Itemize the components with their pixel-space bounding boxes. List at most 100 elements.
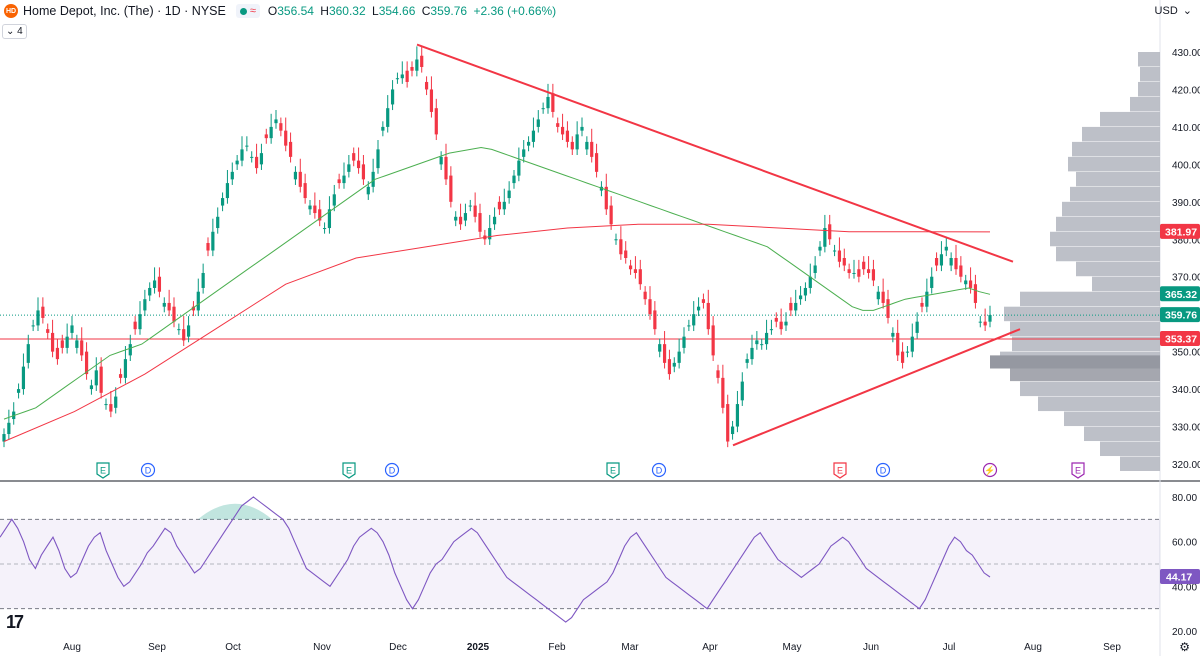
earnings-marker-icon <box>833 462 847 479</box>
gear-icon[interactable]: ⚙ <box>1179 640 1190 654</box>
candle-body <box>468 205 472 207</box>
candle-body <box>303 183 307 199</box>
candle-body <box>983 321 987 326</box>
chevron-down-icon: ⌄ <box>1182 5 1192 17</box>
price-label-text: 381.97 <box>1165 226 1197 238</box>
volume-profile-bar <box>1076 261 1160 277</box>
time-tick-label: Dec <box>389 642 407 653</box>
volume-profile-bar <box>1056 216 1160 232</box>
candle-body <box>692 314 696 326</box>
symbol-logo[interactable]: HD <box>4 4 18 18</box>
price-tick-label: 410.00 <box>1172 123 1200 134</box>
candle-body <box>959 265 963 277</box>
rsi-tick-label: 20.00 <box>1172 627 1197 638</box>
candle-body <box>735 404 740 427</box>
rsi-tick-label: 60.00 <box>1172 538 1197 549</box>
candle-body <box>177 329 181 331</box>
candle-body <box>293 171 298 180</box>
event-marker-label: E <box>837 466 843 476</box>
event-marker-label: D <box>880 466 887 476</box>
candle-body <box>279 123 283 131</box>
candle-body <box>201 272 205 288</box>
rsi-value-box <box>1160 569 1200 585</box>
candle-body <box>196 291 200 311</box>
candle-body <box>536 119 540 127</box>
volume-profile-bar <box>1068 156 1160 172</box>
candle-body <box>798 295 803 300</box>
volume-profile-bar <box>1070 186 1160 202</box>
ohlc-values: O356.54 H360.32 L354.66 C359.76 +2.36 (+… <box>267 4 557 18</box>
candle-body <box>488 228 492 240</box>
time-tick-label: Jun <box>863 642 879 653</box>
candle-body <box>847 269 851 273</box>
volume-profile-poc-bar <box>990 355 1160 369</box>
candle-body <box>114 396 118 408</box>
candle-body <box>803 287 808 296</box>
candle-body <box>755 340 759 345</box>
price-tick-label: 430.00 <box>1172 48 1200 59</box>
candle-body <box>769 329 774 331</box>
price-label-box <box>1160 223 1200 239</box>
candle-body <box>152 280 157 288</box>
candle-body <box>968 280 973 288</box>
candle-body <box>886 299 890 318</box>
candle-body <box>939 254 944 266</box>
candle-body <box>26 344 30 363</box>
tradingview-logo-icon[interactable]: 17 <box>6 612 24 632</box>
symbol-title[interactable]: Home Depot, Inc. (The) · 1D · NYSE <box>23 4 226 18</box>
time-tick-label: 2025 <box>467 642 490 653</box>
market-status[interactable]: ≈ <box>235 4 260 18</box>
candle-body <box>347 164 351 172</box>
candle-body <box>866 269 871 273</box>
candle-body <box>356 160 361 169</box>
candle-body <box>653 310 657 330</box>
candle-body <box>934 258 939 266</box>
candle-body <box>429 89 434 112</box>
price-tick-label: 370.00 <box>1172 273 1200 284</box>
dividend-marker-icon <box>384 462 400 478</box>
volume-profile-bar <box>1004 306 1160 322</box>
candle-body <box>740 381 744 401</box>
volume-profile-bar <box>1140 66 1160 82</box>
earnings-marker-icon <box>606 462 620 479</box>
candle-body <box>823 228 827 247</box>
event-marker-label: D <box>145 466 152 476</box>
candle-body <box>590 141 594 157</box>
candle-body <box>148 287 152 296</box>
candle-body <box>628 265 633 270</box>
volume-profile-bar <box>1020 291 1160 307</box>
candle-body <box>774 317 778 322</box>
time-tick-label: Aug <box>63 642 81 653</box>
split-marker-icon <box>982 462 998 478</box>
candle-body <box>31 325 35 327</box>
volume-profile-bar <box>1076 171 1160 187</box>
volume-profile-bar <box>1020 381 1160 397</box>
candle-body <box>89 385 94 390</box>
candle-body <box>677 351 681 363</box>
volume-profile-bar <box>1050 231 1160 247</box>
rsi-value-text: 44.17 <box>1166 572 1192 584</box>
volume-profile-bar <box>1120 456 1160 471</box>
time-tick-label: Oct <box>225 642 241 653</box>
candle-body <box>604 186 608 210</box>
candle-body <box>925 291 929 307</box>
time-tick-label: Sep <box>148 642 166 653</box>
price-tick-label: 330.00 <box>1172 423 1200 434</box>
candle-body <box>94 370 98 386</box>
earnings-marker-icon <box>96 462 110 479</box>
currency-selector[interactable]: USD ⌄ <box>1155 4 1192 18</box>
candle-body <box>60 340 64 348</box>
candle-body <box>900 351 905 363</box>
candle-body <box>400 74 404 79</box>
event-marker-label: D <box>656 466 663 476</box>
candle-body <box>463 213 468 221</box>
candle-body <box>478 213 482 232</box>
time-tick-label: Aug <box>1024 642 1042 653</box>
candle-body <box>662 344 667 363</box>
candle-body <box>609 205 613 225</box>
indicators-toggle[interactable]: ⌄ 4 <box>2 24 27 39</box>
candle-body <box>745 359 749 363</box>
earnings-marker-icon <box>1071 462 1085 479</box>
candle-body <box>55 347 60 360</box>
